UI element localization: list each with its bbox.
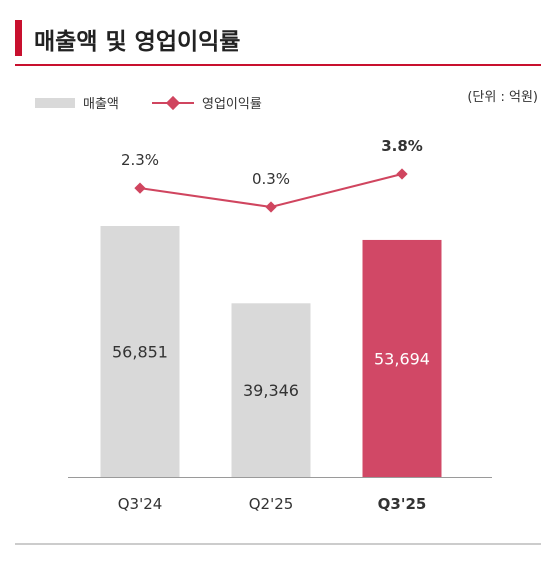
legend-bar-swatch xyxy=(35,98,75,108)
x-tick-label-1: Q2'25 xyxy=(249,495,294,513)
title-divider xyxy=(15,64,541,66)
x-tick-label-2: Q3'25 xyxy=(378,495,427,513)
bar-1 xyxy=(231,303,311,477)
legend-label-revenue: 매출액 xyxy=(83,97,119,112)
margin-point-1 xyxy=(265,201,277,213)
unit-label: (단위 : 억원) xyxy=(467,90,538,105)
bar-2 xyxy=(362,239,442,477)
margin-value-label-1: 0.3% xyxy=(252,170,290,188)
legend-label-margin: 영업이익률 xyxy=(202,97,262,112)
margin-value-label-2: 3.8% xyxy=(381,137,423,155)
title-accent-bar xyxy=(15,20,22,56)
margin-point-2 xyxy=(396,168,408,180)
page-title: 매출액 및 영업이익률 xyxy=(34,29,241,55)
margin-value-label-0: 2.3% xyxy=(121,151,159,169)
legend-line-swatch xyxy=(152,95,194,111)
x-tick-label-0: Q3'24 xyxy=(118,495,163,513)
bottom-divider xyxy=(15,543,541,545)
bar-0 xyxy=(100,226,180,477)
bar-value-label-2: 53,694 xyxy=(374,349,430,368)
bar-value-label-1: 39,346 xyxy=(243,381,299,400)
bar-value-label-0: 56,851 xyxy=(112,343,168,362)
margin-point-0 xyxy=(134,182,146,194)
